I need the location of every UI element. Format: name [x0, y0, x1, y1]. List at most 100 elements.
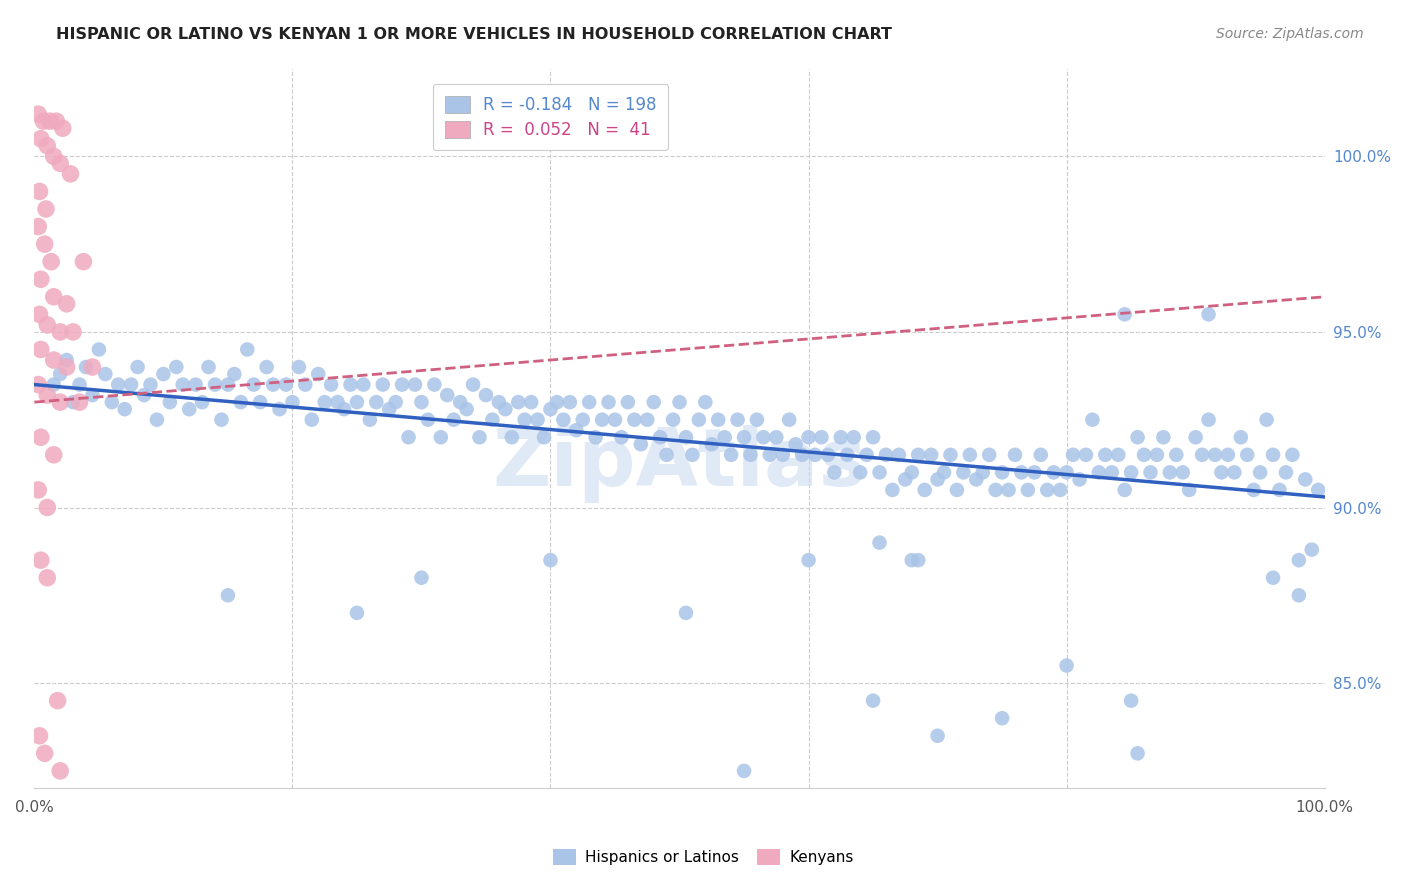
Point: [49, 395, 72, 409]
Point: [404, 377, 426, 392]
Point: [352, 377, 374, 392]
Point: [52, 121, 75, 136]
Point: [540, 402, 562, 417]
Point: [269, 402, 291, 417]
Point: [1198, 307, 1220, 321]
Point: [204, 377, 226, 392]
Point: [42, 353, 65, 368]
Point: [114, 402, 136, 417]
Point: [720, 448, 742, 462]
Point: [42, 448, 65, 462]
Point: [294, 377, 316, 392]
Point: [623, 413, 645, 427]
Point: [688, 413, 710, 427]
Point: [932, 466, 955, 480]
Point: [797, 430, 820, 444]
Point: [37, 571, 59, 585]
Text: ZipAtlas: ZipAtlas: [492, 425, 866, 503]
Point: [384, 395, 406, 409]
Point: [849, 466, 872, 480]
Point: [32, 114, 55, 128]
Point: [655, 448, 678, 462]
Point: [1198, 413, 1220, 427]
Point: [101, 395, 124, 409]
Point: [939, 448, 962, 462]
Point: [546, 395, 568, 409]
Point: [236, 343, 259, 357]
Point: [191, 395, 214, 409]
Point: [1184, 430, 1206, 444]
Point: [27, 377, 49, 392]
Point: [34, 747, 56, 761]
Point: [326, 395, 349, 409]
Point: [1107, 448, 1129, 462]
Point: [1056, 658, 1078, 673]
Point: [598, 395, 620, 409]
Point: [127, 359, 149, 374]
Point: [391, 377, 413, 392]
Point: [475, 388, 498, 402]
Point: [165, 359, 187, 374]
Point: [1288, 553, 1310, 567]
Point: [28, 307, 51, 321]
Point: [752, 430, 775, 444]
Point: [132, 388, 155, 402]
Point: [1094, 448, 1116, 462]
Point: [224, 367, 246, 381]
Point: [366, 395, 388, 409]
Point: [1178, 483, 1201, 497]
Point: [59, 167, 82, 181]
Point: [894, 472, 917, 486]
Point: [359, 413, 381, 427]
Point: [346, 606, 368, 620]
Point: [30, 553, 52, 567]
Point: [94, 367, 117, 381]
Point: [55, 297, 77, 311]
Point: [869, 466, 891, 480]
Point: [82, 359, 104, 374]
Point: [636, 413, 658, 427]
Point: [1261, 571, 1284, 585]
Point: [416, 413, 439, 427]
Point: [288, 359, 311, 374]
Point: [695, 395, 717, 409]
Point: [882, 483, 904, 497]
Point: [984, 483, 1007, 497]
Point: [45, 114, 67, 128]
Point: [30, 272, 52, 286]
Point: [301, 413, 323, 427]
Point: [82, 388, 104, 402]
Point: [398, 430, 420, 444]
Point: [172, 377, 194, 392]
Point: [1010, 466, 1032, 480]
Point: [650, 430, 672, 444]
Point: [1171, 466, 1194, 480]
Point: [256, 359, 278, 374]
Point: [540, 553, 562, 567]
Legend: Hispanics or Latinos, Kenyans: Hispanics or Latinos, Kenyans: [547, 843, 859, 871]
Point: [1074, 448, 1097, 462]
Point: [700, 437, 723, 451]
Point: [49, 156, 72, 170]
Point: [62, 325, 84, 339]
Point: [790, 448, 813, 462]
Point: [481, 413, 503, 427]
Point: [1288, 588, 1310, 602]
Point: [72, 254, 94, 268]
Point: [1223, 466, 1246, 480]
Point: [371, 377, 394, 392]
Point: [526, 413, 548, 427]
Point: [617, 395, 640, 409]
Point: [965, 472, 987, 486]
Point: [30, 343, 52, 357]
Point: [1256, 413, 1278, 427]
Point: [1191, 448, 1213, 462]
Point: [461, 377, 484, 392]
Point: [30, 132, 52, 146]
Point: [281, 395, 304, 409]
Point: [321, 377, 343, 392]
Point: [997, 483, 1019, 497]
Point: [662, 413, 685, 427]
Point: [1294, 472, 1316, 486]
Point: [675, 606, 697, 620]
